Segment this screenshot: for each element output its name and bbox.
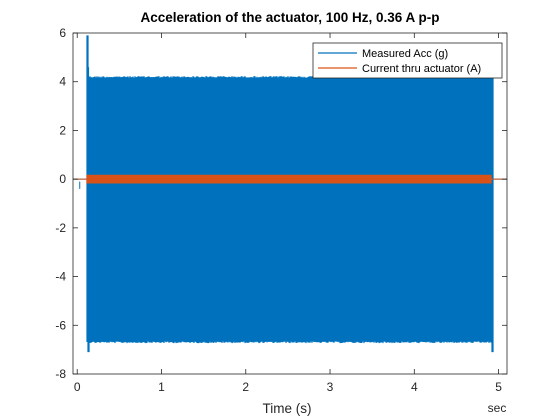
legend-entry-current: Current thru actuator (A): [362, 63, 481, 75]
y-tick-label-4: 0: [59, 172, 66, 186]
x-tick-label-4: 4: [411, 380, 418, 394]
x-tick-label-0: 0: [74, 380, 81, 394]
series-measured-acc-line: [86, 35, 494, 353]
y-tick-label-5: 2: [59, 123, 66, 137]
axes-layer: 0 1 2 3 4 5 -8 -6 -4 -2 0 2 4 6: [55, 26, 508, 394]
x-tick-label-1: 1: [158, 380, 165, 394]
x-axis-label: Time (s): [263, 401, 312, 416]
series-layer: [73, 35, 507, 353]
y-tick-label-3: -2: [55, 221, 66, 235]
y-tick-label-0: -8: [55, 367, 66, 381]
chart-title: Acceleration of the actuator, 100 Hz, 0.…: [140, 10, 439, 25]
series-current: [73, 174, 507, 184]
y-tick-label-2: -4: [55, 270, 66, 284]
legend-entry-measured-acc: Measured Acc (g): [362, 48, 448, 60]
x-tick-label-2: 2: [242, 380, 249, 394]
series-measured-acc: [73, 35, 507, 353]
y-tick-label-7: 6: [59, 26, 66, 40]
axes-box: [72, 32, 508, 375]
y-tick-label-6: 4: [59, 75, 66, 89]
x-tick-label-3: 3: [327, 380, 334, 394]
x-tick-label-5: 5: [495, 380, 502, 394]
legend-box: [312, 42, 503, 79]
legend: Measured Acc (g) Current thru actuator (…: [312, 42, 503, 79]
y-tick-label-1: -6: [55, 318, 66, 332]
x-axis-unit-label: sec: [488, 401, 507, 415]
series-current-line: [86, 174, 492, 184]
